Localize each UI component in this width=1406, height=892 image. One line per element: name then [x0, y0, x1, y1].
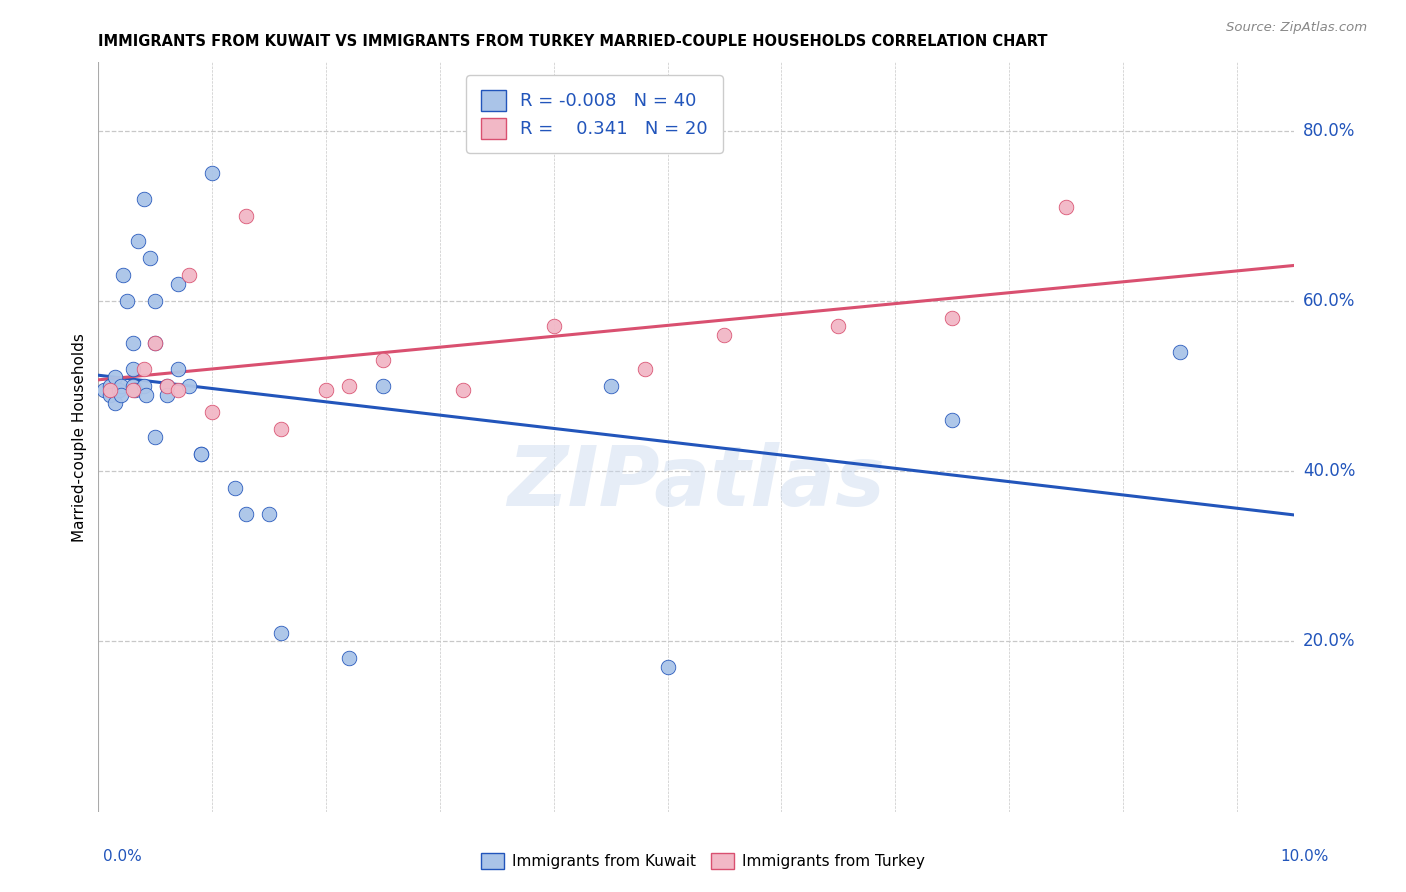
Point — [121, 336, 143, 351]
Point — [827, 319, 849, 334]
Text: 10.0%: 10.0% — [1281, 849, 1329, 864]
Text: 0.0%: 0.0% — [103, 849, 142, 864]
Point — [132, 362, 155, 376]
Point — [337, 379, 360, 393]
Point — [201, 166, 224, 180]
Point — [115, 293, 138, 308]
Point — [138, 252, 160, 266]
Point — [98, 379, 121, 393]
Point — [108, 384, 131, 398]
Point — [156, 387, 179, 401]
Point — [143, 293, 166, 308]
Point — [543, 319, 565, 334]
Point — [713, 327, 735, 342]
Point — [941, 413, 963, 427]
Point — [167, 362, 190, 376]
Point — [941, 310, 963, 325]
Point — [143, 336, 166, 351]
Point — [599, 379, 621, 393]
Point — [201, 404, 224, 418]
Point — [93, 384, 115, 398]
Legend: Immigrants from Kuwait, Immigrants from Turkey: Immigrants from Kuwait, Immigrants from … — [475, 847, 931, 875]
Point — [104, 370, 127, 384]
Point — [235, 507, 257, 521]
Y-axis label: Married-couple Households: Married-couple Households — [72, 333, 87, 541]
Point — [121, 362, 143, 376]
Text: 80.0%: 80.0% — [1303, 121, 1355, 139]
Point — [112, 268, 135, 283]
Point — [257, 507, 280, 521]
Point — [235, 209, 257, 223]
Point — [132, 192, 155, 206]
Point — [121, 379, 143, 393]
Point — [270, 421, 292, 435]
Text: ZIPatlas: ZIPatlas — [508, 442, 884, 523]
Point — [143, 430, 166, 444]
Point — [371, 353, 394, 368]
Legend: R = -0.008   N = 40, R =    0.341   N = 20: R = -0.008 N = 40, R = 0.341 N = 20 — [467, 75, 723, 153]
Point — [156, 379, 179, 393]
Point — [634, 362, 657, 376]
Text: IMMIGRANTS FROM KUWAIT VS IMMIGRANTS FROM TURKEY MARRIED-COUPLE HOUSEHOLDS CORRE: IMMIGRANTS FROM KUWAIT VS IMMIGRANTS FRO… — [98, 34, 1047, 49]
Point — [167, 277, 190, 291]
Text: 40.0%: 40.0% — [1303, 462, 1355, 480]
Point — [224, 481, 246, 495]
Point — [143, 336, 166, 351]
Point — [98, 387, 121, 401]
Point — [657, 660, 679, 674]
Point — [337, 651, 360, 665]
Point — [179, 268, 201, 283]
Point — [179, 379, 201, 393]
Point — [132, 379, 155, 393]
Point — [135, 387, 157, 401]
Point — [167, 384, 190, 398]
Point — [110, 387, 132, 401]
Point — [190, 447, 212, 461]
Point — [1054, 200, 1077, 214]
Point — [124, 384, 146, 398]
Point — [104, 396, 127, 410]
Point — [451, 384, 474, 398]
Text: 60.0%: 60.0% — [1303, 292, 1355, 310]
Point — [270, 626, 292, 640]
Point — [127, 234, 149, 248]
Point — [1168, 345, 1191, 359]
Text: 20.0%: 20.0% — [1303, 632, 1355, 650]
Point — [190, 447, 212, 461]
Point — [371, 379, 394, 393]
Point — [315, 384, 337, 398]
Point — [121, 384, 143, 398]
Point — [156, 379, 179, 393]
Point — [110, 379, 132, 393]
Text: Source: ZipAtlas.com: Source: ZipAtlas.com — [1226, 21, 1367, 34]
Point — [98, 384, 121, 398]
